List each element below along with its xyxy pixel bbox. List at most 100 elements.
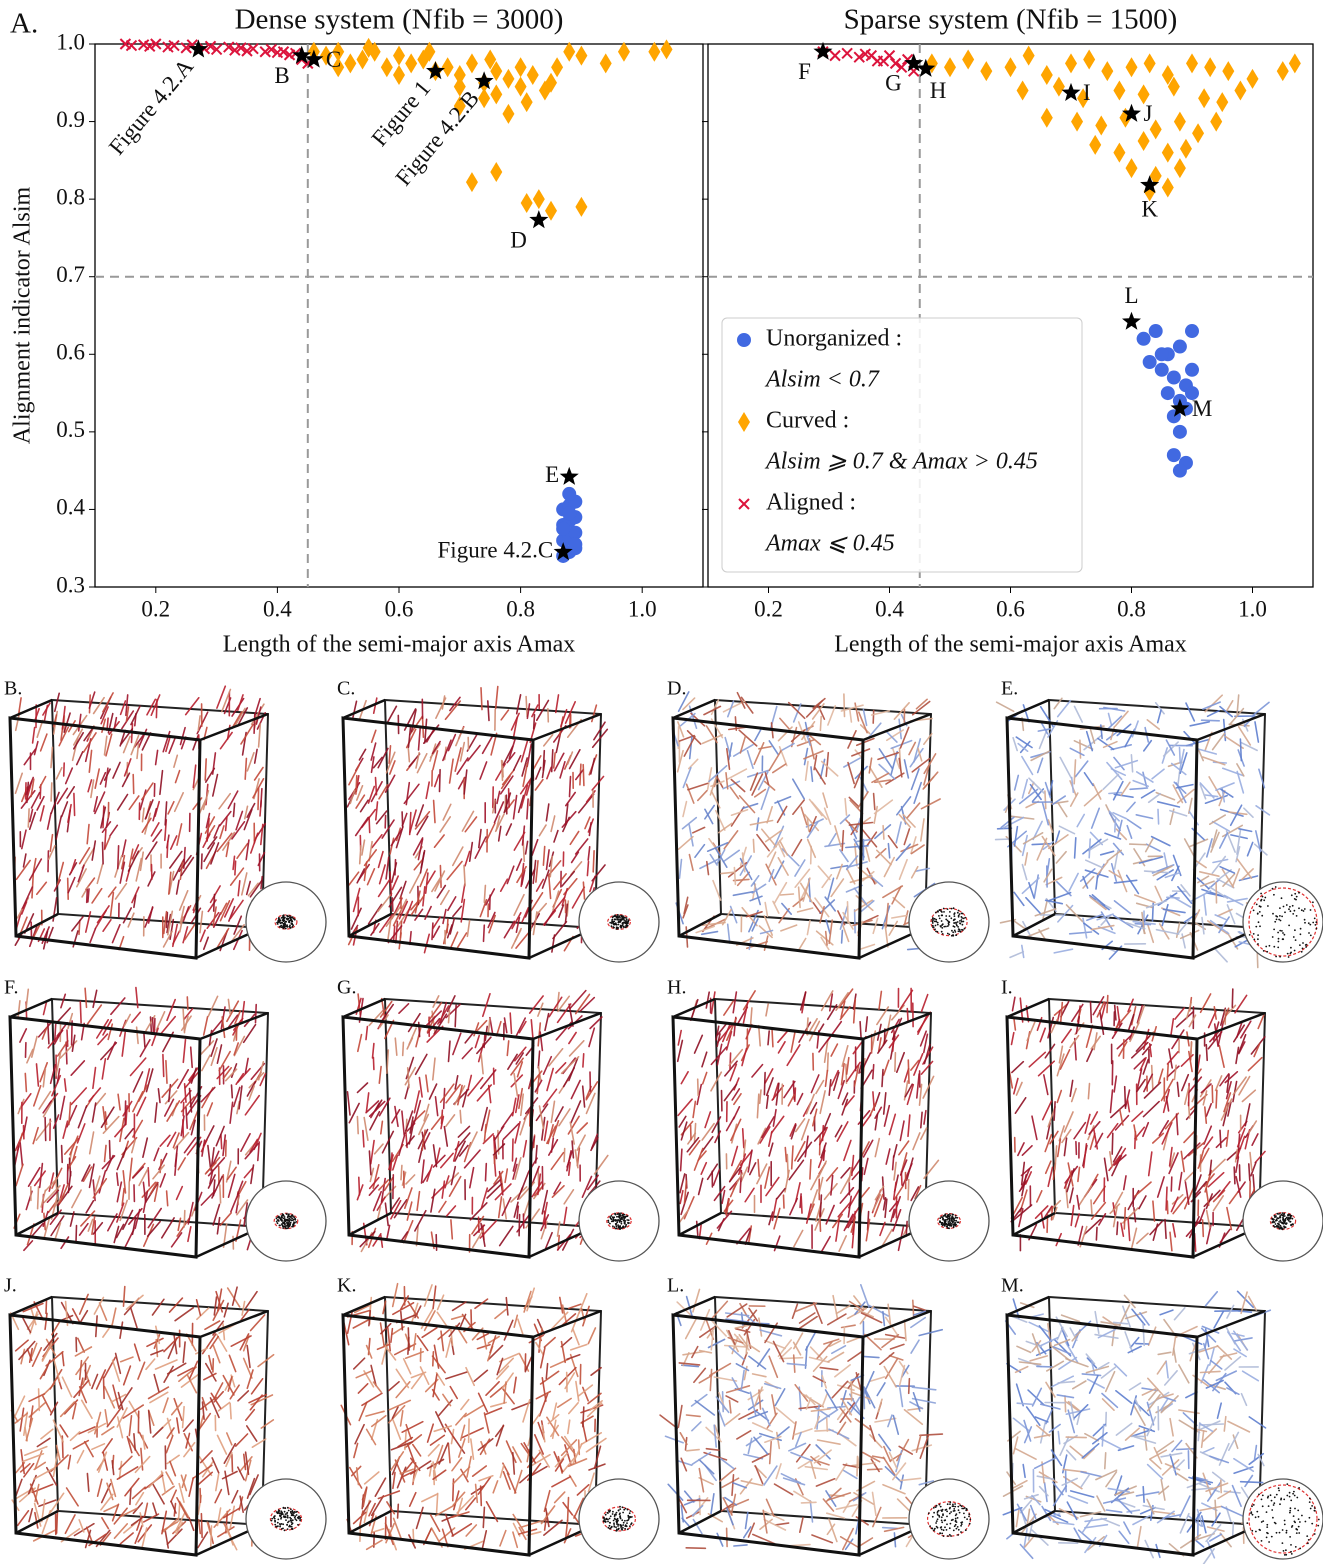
point xyxy=(1095,115,1108,136)
fiber-arrow xyxy=(1175,922,1181,939)
fiber-arrow xyxy=(868,766,883,788)
fiber-arrow xyxy=(682,697,696,711)
inset-dot xyxy=(1284,911,1286,914)
inset-dot xyxy=(621,1217,624,1219)
fiber-arrow xyxy=(1110,1103,1127,1119)
fiber-arrow xyxy=(435,1147,441,1163)
star-marker xyxy=(426,61,445,80)
fiber-arrow xyxy=(805,1093,815,1115)
fiber-arrow xyxy=(888,1113,897,1136)
fiber-arrow xyxy=(677,691,690,713)
fiber-arrow xyxy=(678,1209,690,1224)
fiber-arrow xyxy=(463,1404,485,1418)
fiber-arrow xyxy=(568,1039,585,1057)
fiber-arrow xyxy=(913,781,923,804)
inset-dot xyxy=(285,920,287,923)
fiber-arrow xyxy=(170,1500,177,1514)
fiber-arrow xyxy=(818,1176,824,1195)
fiber-arrow xyxy=(1024,1171,1033,1185)
fiber-arrow xyxy=(1114,1147,1127,1165)
fiber-arrow xyxy=(810,1189,819,1208)
fiber-arrow xyxy=(859,1020,862,1040)
fiber-arrow xyxy=(1219,865,1236,874)
fiber-arrow xyxy=(67,803,72,823)
fiber-arrow xyxy=(222,1067,232,1080)
fiber-arrow xyxy=(53,1029,64,1045)
inset-dot xyxy=(618,1221,621,1223)
fiber-arrow xyxy=(902,814,916,828)
fiber-arrow xyxy=(1078,1185,1093,1207)
fiber-arrow xyxy=(136,743,140,760)
inset-dot xyxy=(619,924,622,927)
inset-dot xyxy=(609,921,612,924)
fiber-arrow xyxy=(28,808,34,823)
legend-label: Aligned : xyxy=(766,490,856,516)
fiber-arrow xyxy=(390,1197,401,1211)
fiber-arrow xyxy=(722,700,746,713)
fiber-arrow xyxy=(363,1471,380,1485)
fiber-arrow xyxy=(555,694,560,714)
fiber-arrow xyxy=(458,1144,469,1157)
fiber-arrow xyxy=(464,850,471,867)
fiber-arrow xyxy=(249,1474,259,1496)
fiber-arrow xyxy=(246,1080,257,1097)
inset-dot xyxy=(961,917,964,919)
fiber-arrow xyxy=(151,1027,159,1047)
fiber-arrow xyxy=(248,1085,255,1101)
fiber-arrow xyxy=(478,828,482,849)
inset-dot xyxy=(627,1219,630,1222)
fiber-arrow xyxy=(764,1068,774,1084)
fiber-arrow xyxy=(1100,914,1112,926)
fiber-arrow xyxy=(714,809,726,831)
fiber-arrow xyxy=(1207,920,1229,935)
fiber-arrow xyxy=(792,799,805,815)
fiber-arrow xyxy=(567,1419,571,1435)
fiber-arrow xyxy=(407,724,412,748)
inset-dot xyxy=(289,1224,291,1227)
fiber-arrow xyxy=(91,1373,99,1390)
point xyxy=(1234,80,1247,101)
point xyxy=(332,57,345,78)
point xyxy=(648,41,661,62)
fiber-arrow xyxy=(399,1410,404,1427)
fiber-arrow xyxy=(480,1440,487,1455)
fiber-arrow xyxy=(589,757,596,775)
inset-dot xyxy=(957,914,960,917)
fiber-arrow xyxy=(28,1508,34,1523)
fiber-arrow xyxy=(1045,1122,1051,1140)
fiber-arrow xyxy=(50,746,54,769)
fiber-arrow xyxy=(570,851,580,864)
fiber-arrow xyxy=(721,1189,726,1205)
panel-label: J. xyxy=(4,1275,17,1297)
fiber-arrow xyxy=(494,1308,507,1320)
fiber-arrow xyxy=(92,696,105,715)
point xyxy=(1137,84,1150,105)
fiber-arrow xyxy=(150,694,161,717)
fiber-arrow xyxy=(125,1105,128,1126)
fiber-arrow xyxy=(865,1016,869,1033)
fiber-arrow xyxy=(242,1023,257,1044)
fiber-arrow xyxy=(1020,1168,1031,1190)
fiber-arrow xyxy=(216,1434,228,1455)
fiber-arrow xyxy=(77,713,82,732)
fiber-arrow xyxy=(1209,886,1229,900)
fiber-arrow xyxy=(103,1385,116,1409)
fiber-arrow xyxy=(1250,1161,1257,1177)
fiber-arrow xyxy=(716,1210,733,1229)
fiber-arrow xyxy=(1070,1204,1075,1227)
inset-dot xyxy=(950,917,953,920)
fiber-arrow xyxy=(33,740,39,756)
x-tick-label: 1.0 xyxy=(628,596,657,621)
fiber-arrow xyxy=(118,1455,133,1470)
fiber-arrow xyxy=(1030,750,1050,762)
inset-dot xyxy=(286,1227,289,1230)
x-tick-label: 1.0 xyxy=(1238,596,1267,621)
fiber-arrow xyxy=(918,1083,923,1106)
fiber-arrow xyxy=(76,1449,85,1464)
fiber-arrow xyxy=(1037,1060,1056,1077)
fiber-arrow xyxy=(1226,904,1236,925)
fiber-arrow xyxy=(494,1183,512,1201)
fiber-arrow xyxy=(15,859,31,881)
inset-dot xyxy=(279,1525,281,1528)
fiber-arrow xyxy=(1131,1110,1144,1122)
